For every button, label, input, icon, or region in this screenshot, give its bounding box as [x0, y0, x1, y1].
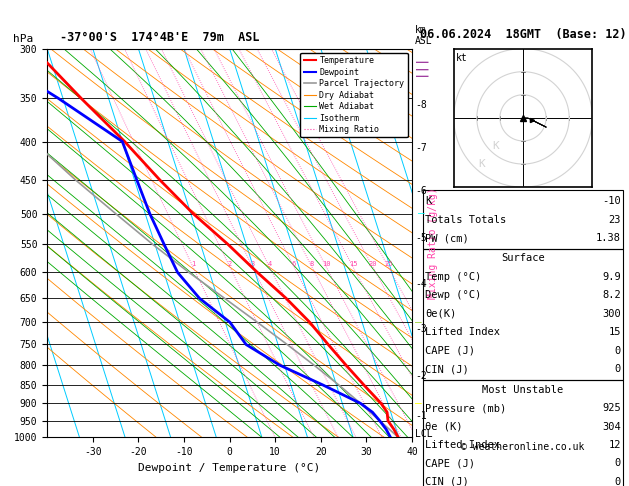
Text: 4: 4	[267, 261, 272, 267]
Text: θe(K): θe(K)	[425, 309, 457, 319]
Text: 0: 0	[615, 346, 621, 356]
Text: 0: 0	[615, 477, 621, 486]
Text: 15: 15	[349, 261, 357, 267]
Text: CIN (J): CIN (J)	[425, 477, 469, 486]
Text: © weatheronline.co.uk: © weatheronline.co.uk	[461, 442, 585, 452]
Text: Pressure (mb): Pressure (mb)	[425, 403, 506, 413]
Text: -6: -6	[415, 186, 427, 196]
Text: 25: 25	[384, 261, 392, 267]
Text: km
ASL: km ASL	[415, 25, 433, 46]
Text: 9.9: 9.9	[602, 272, 621, 282]
Text: —: —	[415, 317, 422, 327]
Text: 20: 20	[369, 261, 377, 267]
Text: 23: 23	[608, 215, 621, 225]
Text: 0: 0	[615, 458, 621, 469]
Text: Mixing Ratio (g/kg): Mixing Ratio (g/kg)	[428, 187, 438, 299]
Text: 304: 304	[602, 421, 621, 432]
Text: Dewp (°C): Dewp (°C)	[425, 291, 481, 300]
Text: hPa: hPa	[13, 34, 33, 44]
Text: 10: 10	[322, 261, 330, 267]
Text: -2: -2	[415, 371, 427, 382]
Text: CIN (J): CIN (J)	[425, 364, 469, 374]
Text: 8.2: 8.2	[602, 291, 621, 300]
Text: kt: kt	[456, 53, 468, 63]
Text: Lifted Index: Lifted Index	[425, 328, 500, 337]
Text: K: K	[425, 196, 431, 206]
Text: -4: -4	[415, 279, 427, 289]
Text: PW (cm): PW (cm)	[425, 233, 469, 243]
Text: 300: 300	[602, 309, 621, 319]
Text: CAPE (J): CAPE (J)	[425, 346, 475, 356]
Text: Most Unstable: Most Unstable	[482, 384, 564, 395]
Text: 0: 0	[615, 364, 621, 374]
Text: Temp (°C): Temp (°C)	[425, 272, 481, 282]
Text: |||: |||	[413, 53, 426, 76]
Text: K: K	[492, 140, 499, 151]
Text: 1.38: 1.38	[596, 233, 621, 243]
Text: Surface: Surface	[501, 254, 545, 263]
Text: 1: 1	[191, 261, 195, 267]
Text: Lifted Index: Lifted Index	[425, 440, 500, 450]
Text: CAPE (J): CAPE (J)	[425, 458, 475, 469]
Text: 3: 3	[250, 261, 255, 267]
Text: -5: -5	[415, 233, 427, 243]
Legend: Temperature, Dewpoint, Parcel Trajectory, Dry Adiabat, Wet Adiabat, Isotherm, Mi: Temperature, Dewpoint, Parcel Trajectory…	[300, 53, 408, 138]
Text: -10: -10	[602, 196, 621, 206]
Text: -3: -3	[415, 324, 427, 334]
Text: θe (K): θe (K)	[425, 421, 463, 432]
Text: Totals Totals: Totals Totals	[425, 215, 506, 225]
Text: -7: -7	[415, 143, 427, 153]
Text: —: —	[415, 399, 422, 408]
Text: -8: -8	[415, 100, 427, 110]
Text: -1: -1	[415, 411, 427, 421]
Text: LCL: LCL	[415, 429, 433, 439]
Text: 6: 6	[292, 261, 296, 267]
Text: —: —	[418, 208, 425, 219]
Text: 2: 2	[228, 261, 232, 267]
Text: 06.06.2024  18GMT  (Base: 12): 06.06.2024 18GMT (Base: 12)	[420, 28, 626, 41]
Text: 925: 925	[602, 403, 621, 413]
X-axis label: Dewpoint / Temperature (°C): Dewpoint / Temperature (°C)	[138, 463, 321, 473]
Text: -37°00'S  174°4B'E  79m  ASL: -37°00'S 174°4B'E 79m ASL	[60, 31, 259, 44]
Text: 15: 15	[608, 328, 621, 337]
Text: 8: 8	[310, 261, 314, 267]
Text: 12: 12	[608, 440, 621, 450]
Text: K: K	[478, 159, 485, 169]
